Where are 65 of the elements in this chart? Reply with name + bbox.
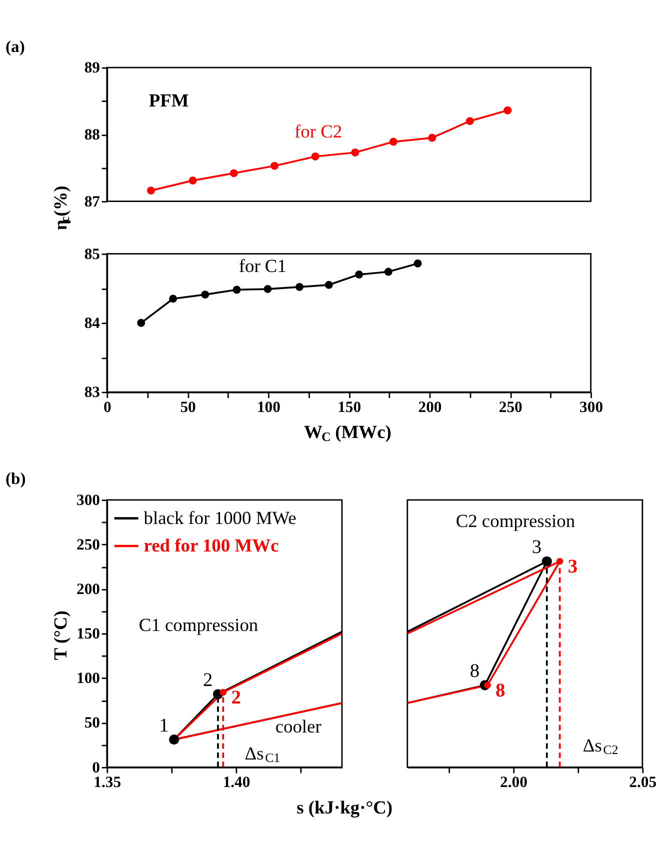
point [169, 734, 180, 745]
series-label: 2 [203, 670, 213, 691]
point [414, 259, 422, 268]
point [504, 106, 512, 114]
annotation: C1 compression [138, 615, 258, 636]
x-axis-title: s (kJ·kg·°C) [296, 797, 393, 818]
point [296, 282, 304, 291]
chart-title: (a) [6, 36, 25, 56]
y-tick-label: 50 [84, 714, 100, 732]
series-label: 8 [470, 660, 480, 682]
point [264, 285, 272, 294]
legend-label: black for 1000 MWe [144, 508, 296, 528]
annotation: C2 compression [456, 510, 576, 531]
x-tick-label: 1.40 [222, 774, 250, 792]
point [137, 318, 146, 327]
y-tick-label: 83 [84, 384, 100, 402]
y-tick-label: 84 [84, 314, 100, 332]
y-tick-label: 200 [76, 581, 100, 598]
point [220, 688, 227, 696]
y-tick-label: 250 [76, 536, 100, 554]
point [146, 186, 155, 195]
x-tick-label: 200 [418, 398, 442, 416]
y-tick-label: 88 [84, 126, 100, 144]
annotation: PFM [148, 90, 189, 111]
series-label: for C1 [238, 256, 286, 276]
point [188, 176, 197, 185]
point [384, 268, 392, 276]
x-tick-label: 150 [338, 398, 362, 416]
x-tick-label: 1.35 [94, 774, 122, 792]
series-label: 8 [496, 680, 506, 702]
y-axis-title: T (°C) [50, 610, 70, 660]
point [169, 294, 178, 303]
x-tick-label: 0 [103, 398, 112, 416]
x-tick-label: 2.00 [500, 774, 528, 792]
x-tick-label: 2.05 [629, 774, 657, 792]
point [270, 162, 278, 170]
x-tick-label: 250 [498, 398, 523, 416]
y-tick-label: 0 [92, 759, 100, 776]
series-label: for C2 [294, 122, 342, 142]
y-tick-label: 87 [84, 193, 100, 210]
point [355, 270, 364, 279]
point [389, 138, 398, 146]
x-tick-label: 50 [180, 398, 196, 416]
y-tick-label: 300 [76, 492, 100, 509]
x-tick-label: 300 [580, 398, 604, 416]
point [201, 290, 210, 299]
series-label: 2 [231, 687, 241, 708]
point [311, 152, 320, 160]
series-label: 1 [159, 715, 169, 736]
y-tick-label: 89 [84, 60, 100, 77]
chart-title: (b) [6, 469, 26, 488]
point [466, 117, 474, 126]
legend-label: red for 100 MWc [144, 536, 279, 556]
series-label: 3 [568, 556, 578, 578]
y-tick-label: 100 [76, 670, 100, 688]
x-tick-label: 100 [256, 398, 281, 416]
point [324, 280, 333, 289]
point [232, 286, 241, 294]
y-tick-label: 150 [76, 626, 100, 643]
point [351, 148, 360, 156]
series-label: 3 [532, 537, 542, 558]
point [428, 134, 436, 142]
y-tick-label: 85 [84, 246, 100, 263]
point [230, 169, 238, 178]
annotation: cooler [275, 716, 322, 737]
